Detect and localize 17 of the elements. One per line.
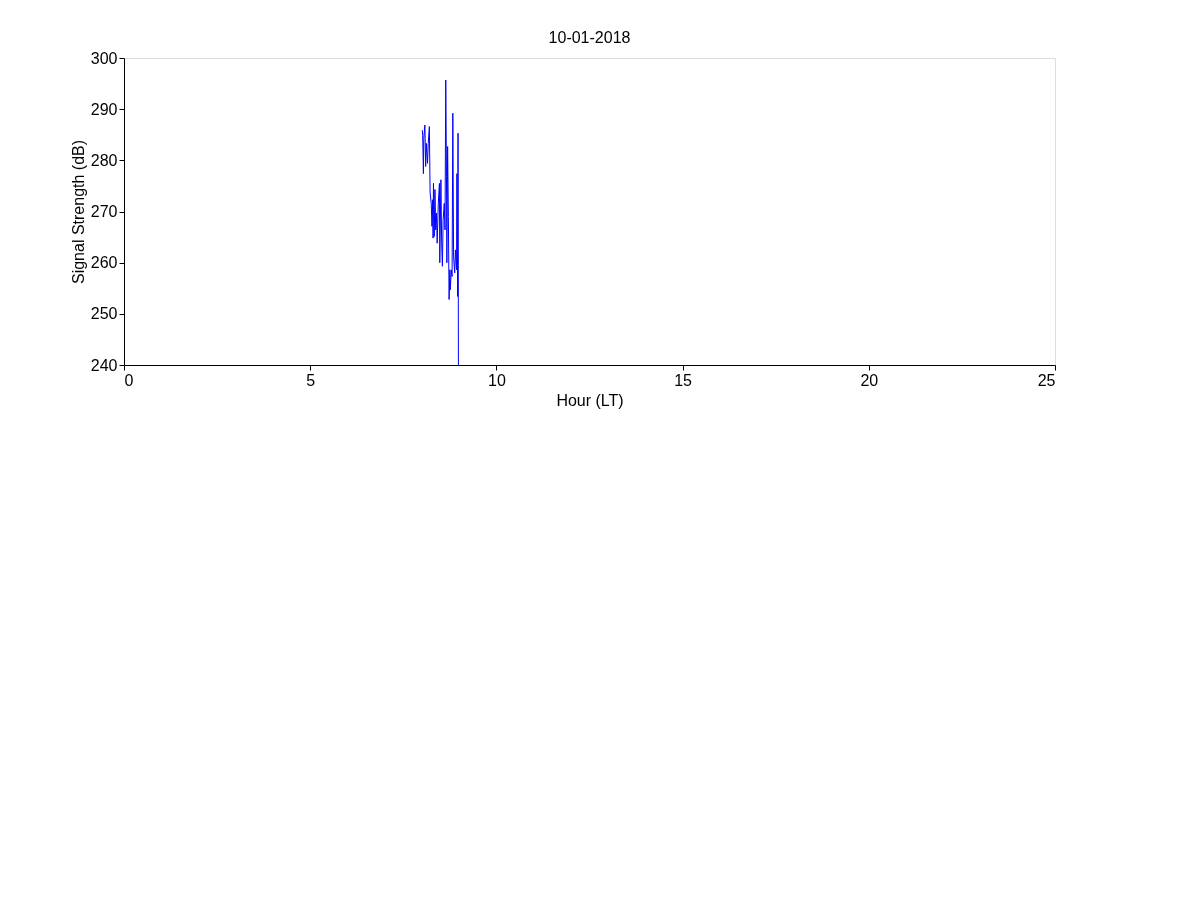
y-tick-label: 280 bbox=[90, 151, 118, 169]
y-tick-label: 300 bbox=[90, 49, 118, 67]
x-tick-label: 10 bbox=[488, 371, 506, 389]
line-series bbox=[421, 79, 459, 365]
x-axis-title: Hour (LT) bbox=[556, 391, 624, 409]
x-tick-label: 15 bbox=[674, 371, 693, 389]
x-tick-label: 25 bbox=[1037, 371, 1056, 389]
x-tick-label: 5 bbox=[306, 371, 316, 389]
y-tick-label: 240 bbox=[90, 356, 118, 374]
x-tick-label: 20 bbox=[860, 371, 879, 389]
x-tick-label: 0 bbox=[124, 371, 134, 389]
chart-title: 10-01-2018 bbox=[548, 29, 631, 46]
y-tick-label: 260 bbox=[90, 254, 118, 272]
y-axis-title: Signal Strength (dB) bbox=[69, 139, 87, 285]
y-tick-label: 270 bbox=[90, 203, 118, 220]
y-tick-label: 250 bbox=[90, 305, 118, 323]
y-tick-label: 290 bbox=[90, 100, 118, 118]
